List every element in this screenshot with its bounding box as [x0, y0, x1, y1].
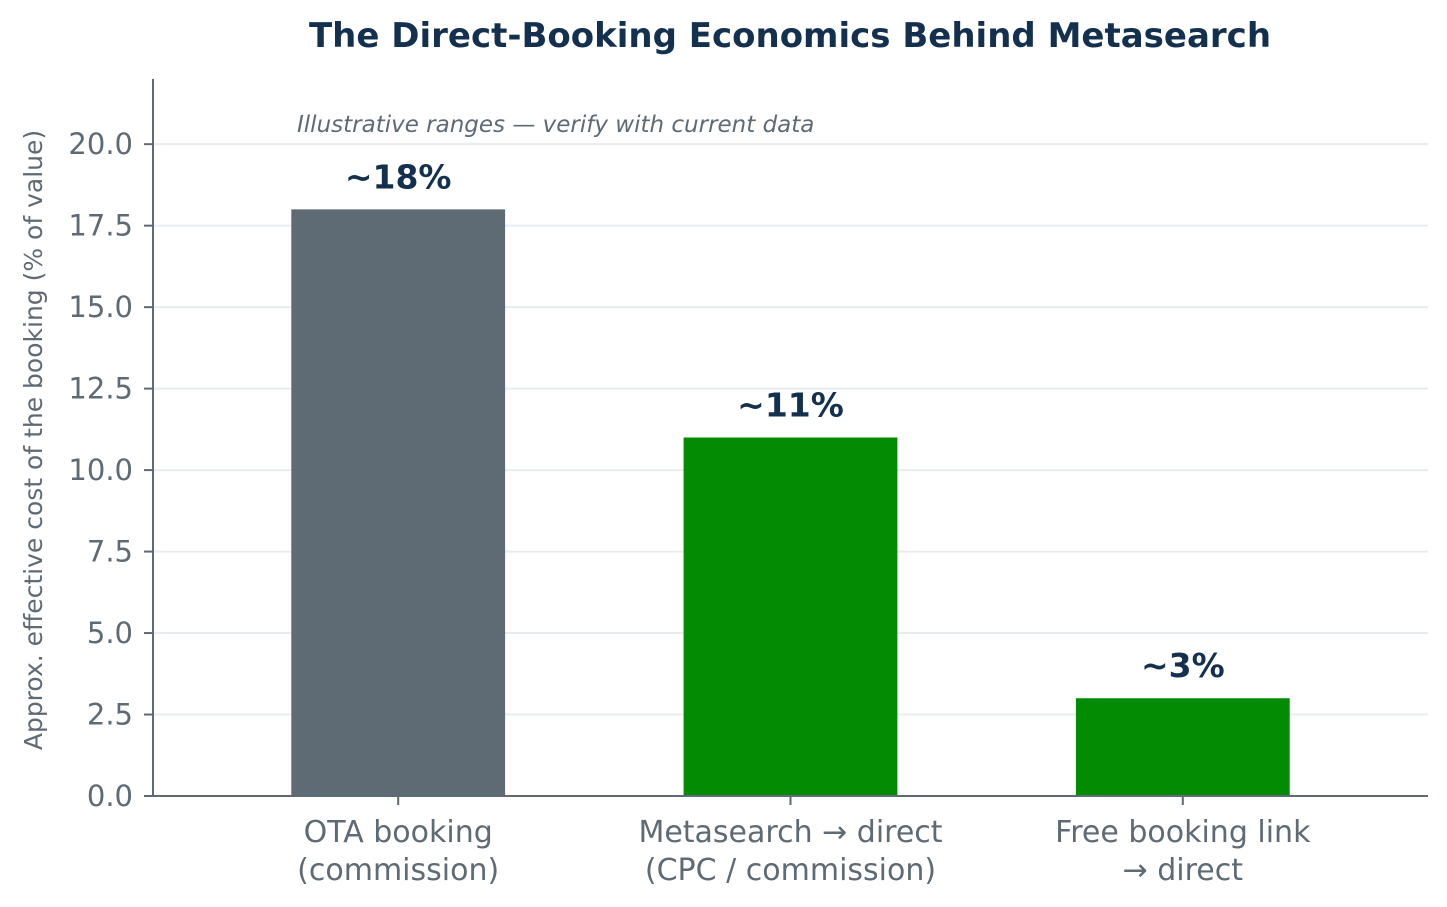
bar — [291, 209, 506, 796]
y-tick-label: 12.5 — [68, 372, 133, 406]
data-label: ~3% — [1141, 646, 1225, 685]
bars — [291, 209, 1290, 796]
y-tick-label: 15.0 — [68, 290, 133, 324]
x-tick-label: → direct — [1123, 853, 1244, 888]
y-tick-label: 7.5 — [87, 535, 133, 569]
y-tick-label: 5.0 — [87, 616, 133, 650]
x-tick-label: Metasearch → direct — [638, 815, 942, 850]
y-axis-ticks: 0.0 2.5 5.0 7.5 10.0 12.5 15.0 17.5 20.0 — [68, 127, 153, 813]
data-label: ~18% — [345, 157, 452, 196]
x-tick-label: (commission) — [297, 853, 499, 888]
chart-subtitle: Illustrative ranges — verify with curren… — [297, 112, 814, 138]
y-axis-label: Approx. effective cost of the booking (%… — [19, 130, 48, 750]
bar — [683, 437, 898, 796]
x-tick-label: Free booking link — [1055, 815, 1311, 850]
chart-title: The Direct-Booking Economics Behind Meta… — [309, 16, 1271, 56]
x-axis-ticks: OTA booking(commission) Metasearch → dire… — [297, 796, 1311, 888]
data-label: ~11% — [737, 386, 844, 425]
x-tick-label: (CPC / commission) — [645, 853, 936, 888]
y-tick-label: 10.0 — [68, 453, 133, 487]
y-tick-label: 20.0 — [68, 127, 133, 161]
data-labels: ~18% ~11% ~3% — [345, 157, 1225, 685]
bar — [1075, 698, 1290, 796]
x-tick-label: OTA booking — [304, 815, 493, 850]
y-tick-label: 2.5 — [87, 698, 133, 732]
y-tick-label: 0.0 — [87, 779, 133, 813]
y-tick-label: 17.5 — [68, 209, 133, 243]
